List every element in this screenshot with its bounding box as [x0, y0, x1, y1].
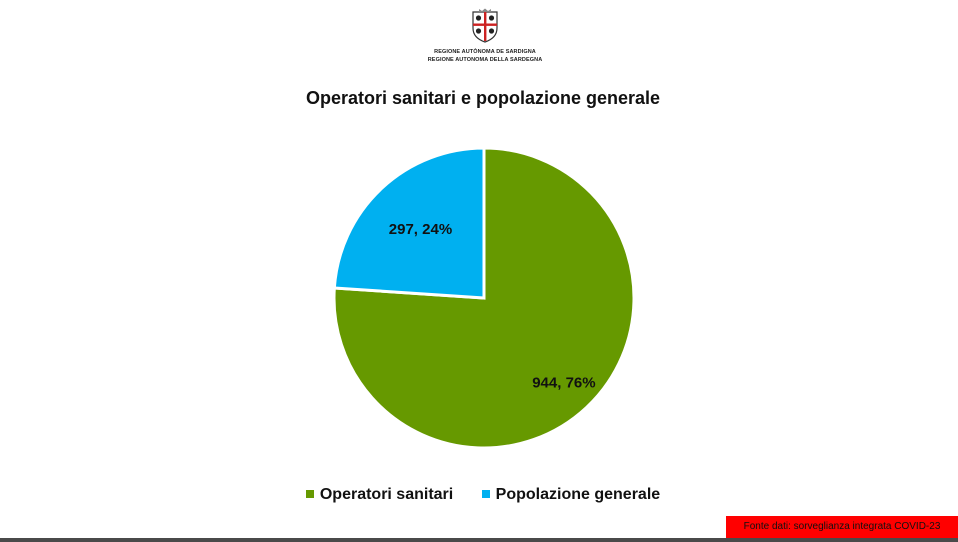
- sardinia-emblem-icon: [472, 8, 498, 43]
- pie-chart: 944, 76% 297, 24%: [332, 146, 636, 450]
- data-label-operatori: 944, 76%: [532, 374, 595, 391]
- chart-title: Operatori sanitari e popolazione general…: [305, 88, 661, 108]
- legend-item-operatori: Operatori sanitari: [305, 486, 454, 504]
- data-label-popolazione: 297, 24%: [389, 221, 452, 238]
- region-logo: REGIONE AUTÒNOMA DE SARDIGNA REGIONE AUT…: [400, 4, 570, 68]
- pie-slice-operatori: [332, 146, 636, 450]
- legend-label-popolazione: Popolazione generale: [495, 486, 661, 503]
- source-note: Fonte dati: sorveglianza integrata COVID…: [726, 516, 958, 538]
- pie-slice-popolazione: [332, 146, 486, 300]
- bottom-divider: [0, 538, 958, 542]
- legend-label-operatori: Operatori sanitari: [319, 486, 454, 503]
- legend-item-popolazione: Popolazione generale: [481, 486, 661, 504]
- legend-swatch-operatori: [305, 489, 314, 498]
- legend-swatch-popolazione: [481, 489, 490, 498]
- logo-text-sardinian: REGIONE AUTÒNOMA DE SARDIGNA: [434, 49, 536, 55]
- logo-text-italian: REGIONE AUTONOMA DELLA SARDEGNA: [427, 57, 543, 63]
- chart-legend: Operatori sanitari Popolazione generale: [0, 486, 958, 504]
